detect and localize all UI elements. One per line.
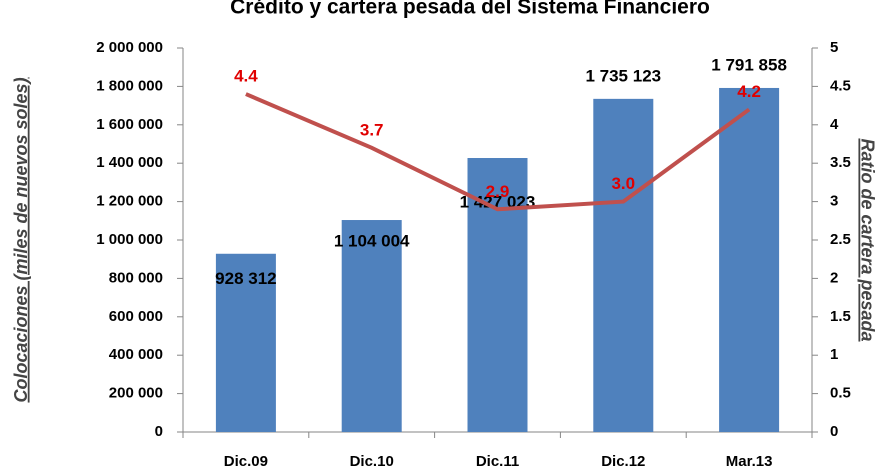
x-tick-label: Dic.11 — [476, 453, 519, 470]
y2-tick-label: 0.5 — [830, 385, 851, 402]
line-value-label: 4.4 — [234, 67, 258, 86]
bar — [467, 158, 528, 432]
line — [245, 92, 751, 212]
y-tick-label: 200 000 — [109, 385, 163, 402]
line-value-label: 4.2 — [737, 82, 761, 101]
y-tick-label: 1 200 000 — [96, 193, 163, 210]
y2-tick-label: 0 — [830, 423, 838, 440]
y-tick-label: 800 000 — [109, 269, 163, 286]
bar — [341, 220, 402, 432]
line-value-label: 3.0 — [611, 174, 635, 193]
y2-tick-label: 4.5 — [830, 77, 851, 94]
y2-axis-label: Ratio de cartera pesada — [857, 138, 877, 341]
line-value-label: 2.9 — [486, 182, 510, 201]
y-tick-label: 2 000 000 — [96, 39, 163, 56]
y-tick-label: 1 000 000 — [96, 231, 163, 248]
bar-value-label: 1 104 004 — [334, 232, 410, 251]
y-tick-label: 600 000 — [109, 308, 163, 325]
bar-value-label: 928 312 — [215, 269, 276, 288]
bar — [719, 87, 780, 433]
y2-tick-label: 3 — [830, 193, 838, 210]
y-tick-label: 0 — [155, 423, 163, 440]
y2-tick-label: 2 — [830, 269, 838, 286]
y2-tick-label: 5 — [830, 39, 838, 56]
y-tick-label: 1 400 000 — [96, 154, 163, 171]
y-tick-label: 400 000 — [109, 346, 163, 363]
bar-value-label: 1 735 123 — [585, 66, 661, 85]
bar — [215, 253, 276, 432]
y2-tick-label: 1 — [830, 346, 838, 363]
bar-value-label: 1 791 858 — [711, 55, 787, 74]
y-tick-label: 1 800 000 — [96, 77, 163, 94]
y2-tick-label: 2.5 — [830, 231, 851, 248]
x-tick-label: Dic.12 — [601, 453, 645, 470]
x-tick-label: Dic.09 — [224, 453, 268, 470]
x-tick-label: Dic.10 — [350, 453, 394, 470]
chart-title: Crédito y cartera pesada del Sistema Fin… — [230, 0, 710, 19]
x-tick-label: Mar.13 — [726, 453, 773, 470]
y-axis-label: Colocaciones (miles de nuevos soles) — [11, 77, 31, 402]
y2-tick-label: 3.5 — [830, 154, 851, 171]
y2-tick-label: 4 — [830, 116, 839, 133]
bar — [593, 98, 654, 432]
line-value-label: 3.7 — [360, 120, 384, 139]
y-tick-label: 1 600 000 — [96, 116, 163, 133]
y2-tick-label: 1.5 — [830, 308, 851, 325]
